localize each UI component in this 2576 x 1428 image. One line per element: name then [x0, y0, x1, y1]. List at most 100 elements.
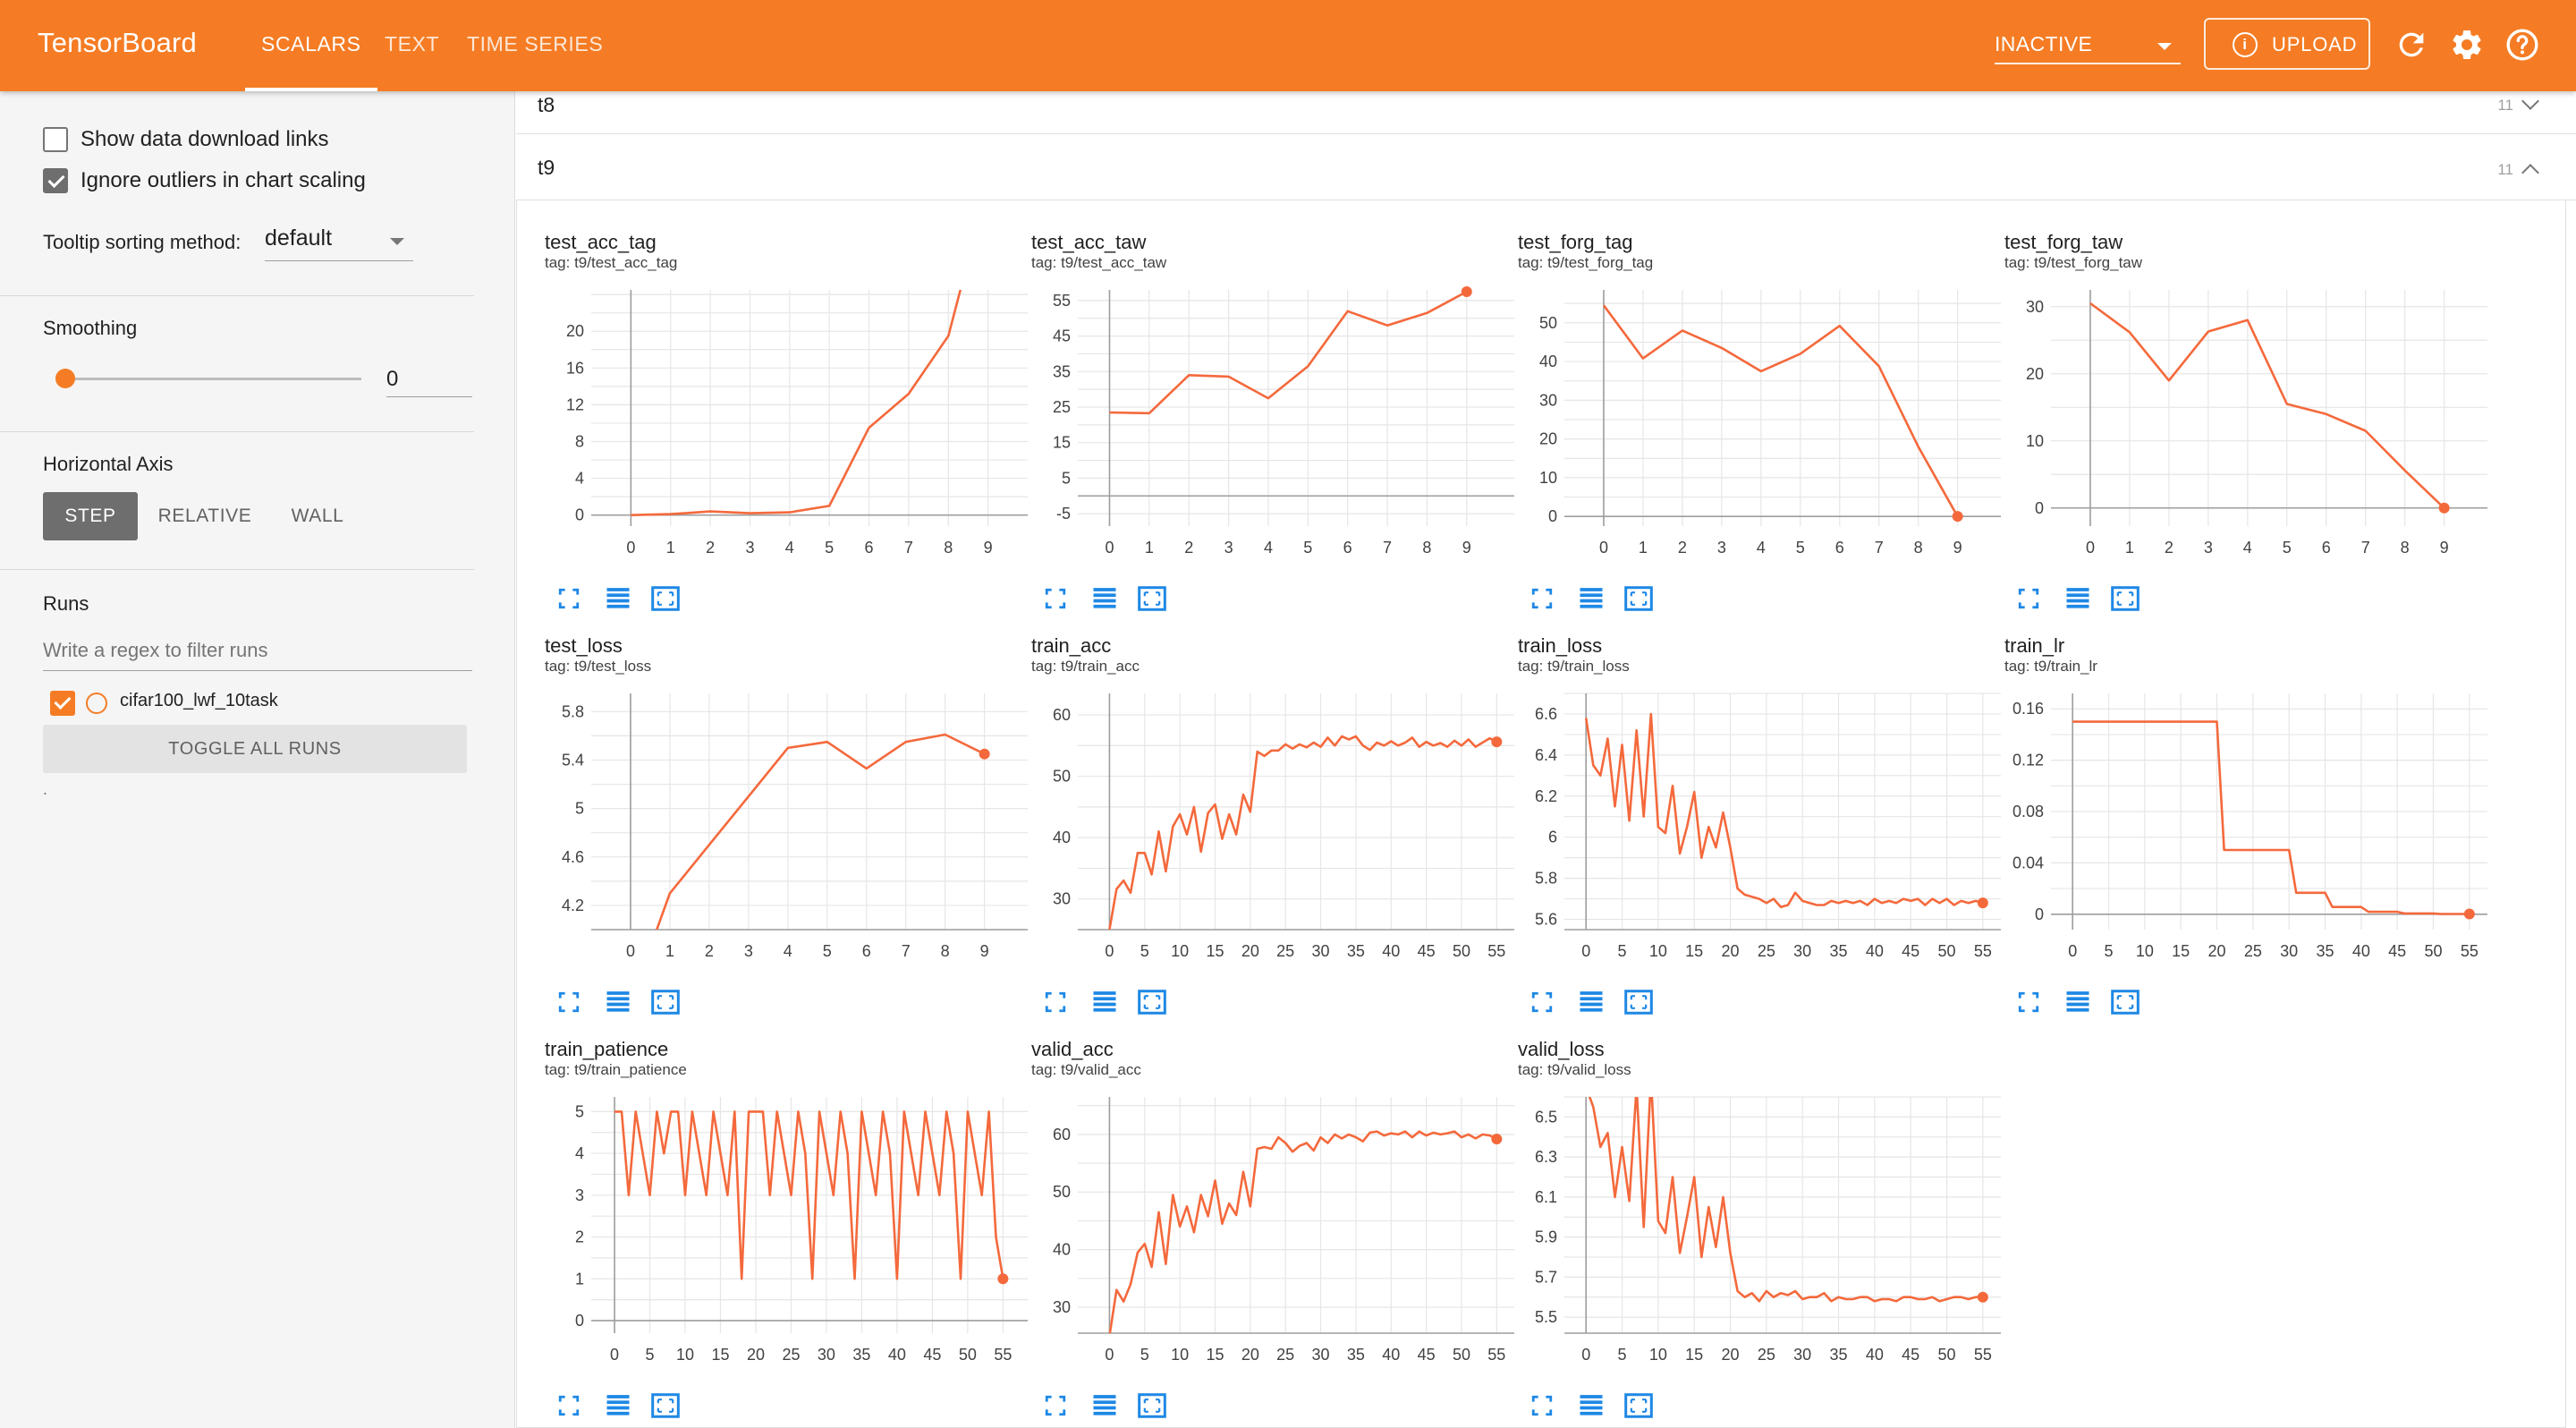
- y-tick-label: 5: [575, 800, 584, 818]
- fullscreen-icon[interactable]: [1530, 1394, 1554, 1417]
- x-tick-label: 45: [1902, 942, 1919, 960]
- data-table-icon[interactable]: [2063, 989, 2092, 1016]
- run-checkbox[interactable]: [50, 691, 75, 716]
- y-tick-label: 4: [575, 470, 584, 488]
- chart-actions: [557, 1392, 736, 1421]
- y-tick-label: 15: [1053, 434, 1071, 452]
- line-chart[interactable]: 0 1 2 3 4 5 6 7 8 9 4.2 4.6 5 5.4 5.8: [545, 634, 1028, 983]
- fit-domain-icon[interactable]: [2110, 989, 2140, 1016]
- y-tick-label: 35: [1053, 362, 1071, 380]
- fit-domain-icon[interactable]: [1623, 585, 1654, 612]
- x-tick-label: 9: [1462, 539, 1471, 557]
- data-table-icon[interactable]: [1577, 585, 1606, 612]
- y-tick-label: 0.16: [2012, 700, 2044, 718]
- y-tick-label: 5.4: [562, 751, 584, 769]
- gear-icon[interactable]: [2449, 27, 2485, 63]
- y-tick-label: 30: [1053, 890, 1071, 908]
- fit-domain-icon[interactable]: [1137, 1392, 1167, 1419]
- fullscreen-icon[interactable]: [557, 587, 580, 610]
- x-tick-label: 5: [1618, 942, 1627, 960]
- x-tick-label: 50: [1453, 942, 1470, 960]
- haxis-relative-button[interactable]: RELATIVE: [157, 506, 252, 526]
- tooltip-sorting-select[interactable]: default: [265, 225, 413, 261]
- fit-domain-icon[interactable]: [650, 1392, 681, 1419]
- x-tick-label: 10: [676, 1346, 694, 1364]
- y-tick-label: 20: [566, 322, 584, 340]
- line-chart[interactable]: 0 5 10 15 20 25 30 35 40 45 50 55 30 40 50 60: [1031, 634, 1514, 983]
- fullscreen-icon[interactable]: [1044, 587, 1067, 610]
- data-table-icon[interactable]: [604, 1392, 632, 1419]
- x-tick-label: 40: [888, 1346, 906, 1364]
- fit-domain-icon[interactable]: [2110, 585, 2140, 612]
- data-table-icon[interactable]: [1577, 1392, 1606, 1419]
- fit-domain-icon[interactable]: [1137, 989, 1167, 1016]
- last-point-marker: [1491, 736, 1503, 748]
- fullscreen-icon[interactable]: [1530, 587, 1554, 610]
- fit-domain-icon[interactable]: [650, 989, 681, 1016]
- fit-domain-icon[interactable]: [1623, 1392, 1654, 1419]
- run-filter-input[interactable]: Write a regex to filter runs: [43, 628, 472, 671]
- x-tick-label: 8: [1914, 539, 1923, 557]
- ignore-outliers-checkbox[interactable]: [43, 168, 68, 193]
- data-table-icon[interactable]: [1090, 989, 1119, 1016]
- smoothing-slider-track[interactable]: [64, 378, 361, 380]
- data-table-icon[interactable]: [1577, 989, 1606, 1016]
- y-tick-label: 60: [1053, 1126, 1071, 1143]
- data-table-icon[interactable]: [2063, 585, 2092, 612]
- x-tick-label: 45: [2388, 942, 2406, 960]
- x-tick-label: 8: [1422, 539, 1431, 557]
- line-chart[interactable]: 0 5 10 15 20 25 30 35 40 45 50 55 5.5 5.7 5.9 6.1 6.3 6.5: [1518, 1038, 2001, 1387]
- x-tick-label: 35: [2316, 942, 2334, 960]
- fullscreen-icon[interactable]: [2017, 587, 2040, 610]
- haxis-wall-button[interactable]: WALL: [291, 506, 344, 526]
- y-tick-label: 40: [1053, 1241, 1071, 1259]
- upload-button[interactable]: i UPLOAD: [2204, 18, 2370, 70]
- x-tick-label: 8: [2401, 539, 2410, 557]
- line-chart[interactable]: 0 5 10 15 20 25 30 35 40 45 50 55 0 0.04 0.08 0.12 0.16: [2004, 634, 2487, 983]
- toggle-all-runs-button[interactable]: TOGGLE ALL RUNS: [43, 725, 467, 773]
- fullscreen-icon[interactable]: [557, 990, 580, 1014]
- reload-icon[interactable]: [2394, 27, 2429, 63]
- tab-scalars[interactable]: SCALARS: [245, 32, 377, 91]
- x-tick-label: 35: [1829, 942, 1847, 960]
- show-download-links-label: Show data download links: [80, 127, 329, 151]
- tab-text[interactable]: TEXT: [385, 32, 440, 55]
- help-icon[interactable]: [2504, 27, 2540, 63]
- line-chart[interactable]: 0 1 2 3 4 5 6 7 8 9 0 10 20 30 40 50: [1518, 231, 2001, 580]
- tab-time-series[interactable]: TIME SERIES: [467, 32, 604, 55]
- show-download-links-checkbox[interactable]: [43, 127, 68, 152]
- smoothing-slider-thumb[interactable]: [55, 369, 75, 388]
- haxis-step-button[interactable]: STEP: [43, 492, 138, 540]
- reload-select[interactable]: INACTIVE: [1995, 25, 2181, 64]
- group-header-t8[interactable]: t8 11: [516, 91, 2576, 134]
- fit-domain-icon[interactable]: [1623, 989, 1654, 1016]
- fullscreen-icon[interactable]: [1044, 1394, 1067, 1417]
- fullscreen-icon[interactable]: [2017, 990, 2040, 1014]
- fit-domain-icon[interactable]: [650, 585, 681, 612]
- chevron-down-icon: [2157, 43, 2172, 50]
- y-tick-label: 5.8: [1535, 870, 1557, 888]
- x-tick-label: 6: [862, 942, 871, 960]
- sidebar: Show data download links Ignore outliers…: [0, 91, 515, 1428]
- line-chart[interactable]: 0 5 10 15 20 25 30 35 40 45 50 55 30 40 50 60: [1031, 1038, 1514, 1387]
- data-table-icon[interactable]: [604, 585, 632, 612]
- fullscreen-icon[interactable]: [557, 1394, 580, 1417]
- y-tick-label: 40: [1539, 353, 1557, 370]
- data-table-icon[interactable]: [1090, 1392, 1119, 1419]
- line-chart[interactable]: 0 5 10 15 20 25 30 35 40 45 50 55 5.6 5.8 6 6.2 6.4 6.6: [1518, 634, 2001, 983]
- chart-actions: [1044, 585, 1223, 614]
- fullscreen-icon[interactable]: [1044, 990, 1067, 1014]
- group-header-t9[interactable]: t9 11: [516, 136, 2576, 200]
- smoothing-value-input[interactable]: 0: [386, 360, 472, 397]
- fit-domain-icon[interactable]: [1137, 585, 1167, 612]
- data-table-icon[interactable]: [604, 989, 632, 1016]
- y-tick-label: 0: [1548, 507, 1557, 525]
- line-chart[interactable]: 0 1 2 3 4 5 6 7 8 9 0 10 20 30: [2004, 231, 2487, 580]
- data-table-icon[interactable]: [1090, 585, 1119, 612]
- series-line: [2089, 302, 2445, 509]
- fullscreen-icon[interactable]: [1530, 990, 1554, 1014]
- series-line: [1108, 1130, 1497, 1333]
